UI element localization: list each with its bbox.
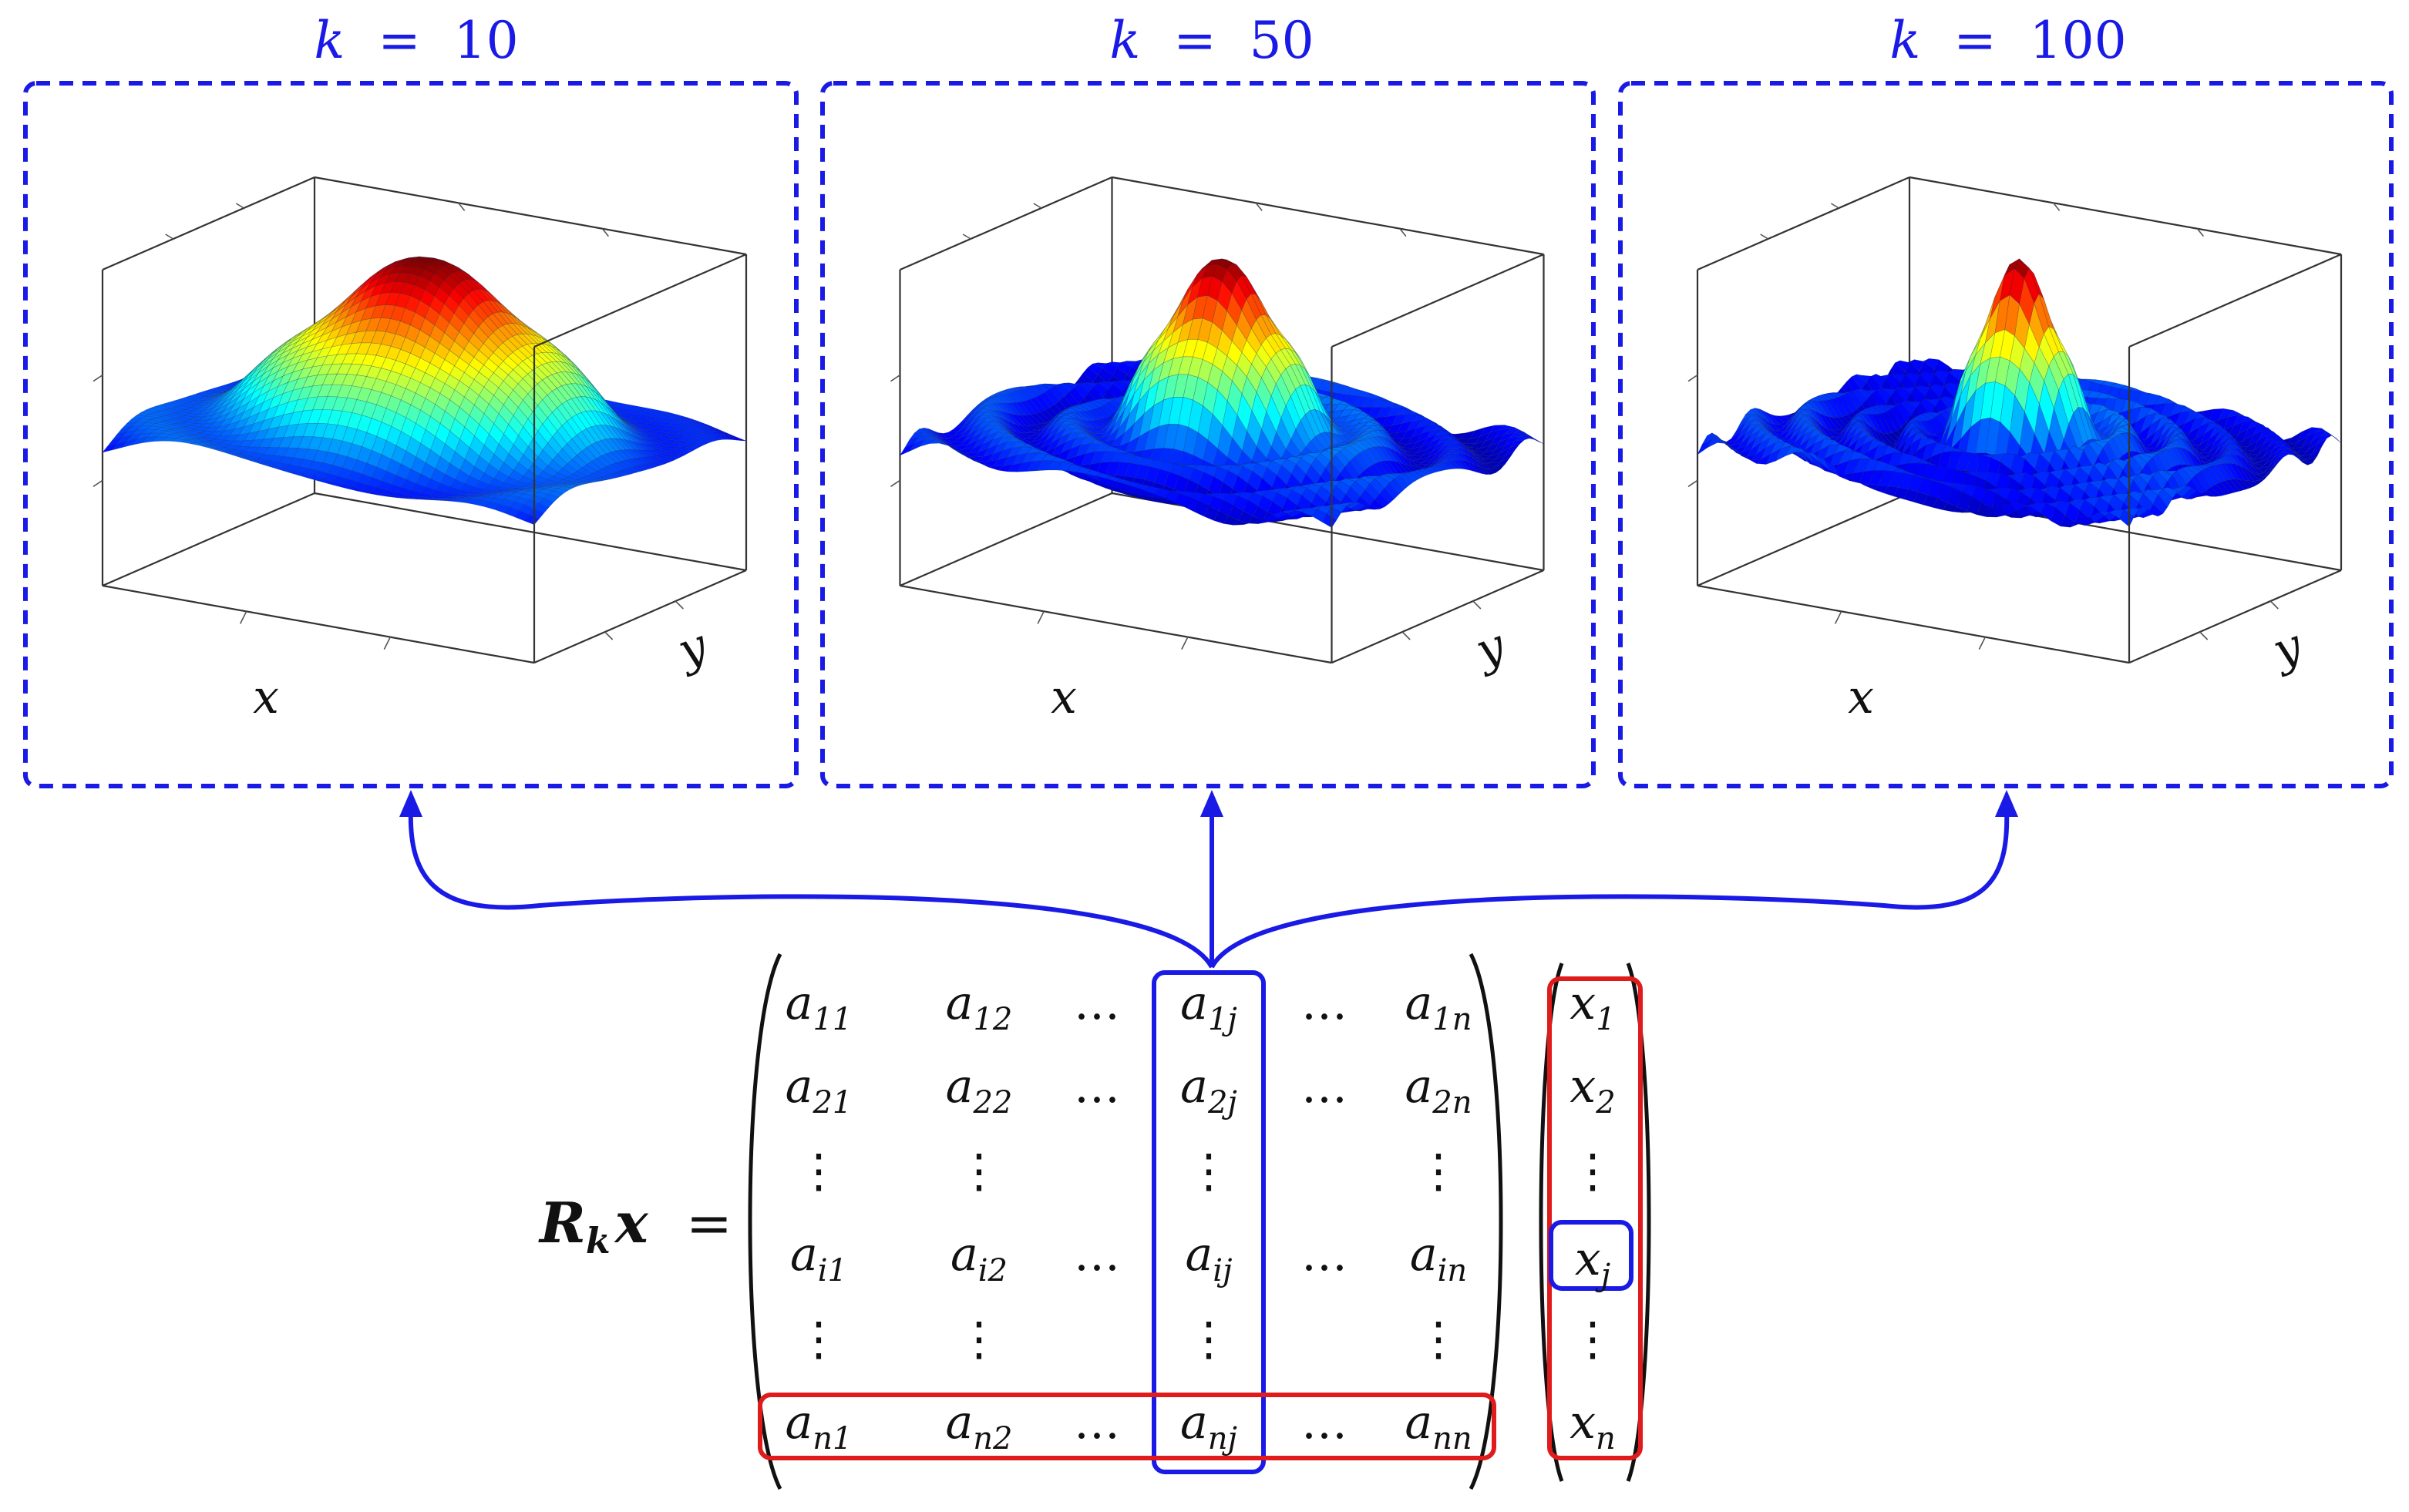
surface-facet: [726, 435, 742, 442]
panel-title-2: k = 50: [1109, 11, 1314, 70]
panel-title-1-value: 10: [454, 11, 519, 70]
axis-tick: [890, 479, 900, 487]
panel-title-3-eq: =: [1953, 11, 1996, 70]
axis-edge: [1697, 176, 1910, 271]
surface-facet: [644, 462, 661, 468]
panel-title-3-k: k: [1889, 11, 1920, 70]
surface-facet: [668, 454, 685, 459]
axis-edge: [900, 584, 1332, 664]
axis-edge: [533, 569, 747, 664]
axis-tick: [239, 610, 247, 624]
panel-title-3-value: 100: [2030, 11, 2127, 70]
axis-tick: [2269, 600, 2279, 610]
axis-edge: [900, 492, 1112, 587]
axis-tick: [383, 637, 392, 650]
surface-facet: [722, 435, 737, 441]
panel-title-3: k = 100: [1889, 11, 2126, 70]
axis-edge: [1697, 492, 1910, 587]
axis-tick: [1760, 234, 1769, 240]
panel-title-1-k: k: [314, 11, 345, 70]
axis-edge: [1331, 569, 1544, 664]
panel-title-2-value: 50: [1250, 11, 1314, 70]
surface-mesh: [899, 258, 1544, 529]
axis-tick: [890, 375, 900, 382]
axis-edge: [102, 176, 315, 271]
axis-edge: [533, 253, 747, 348]
axis-tick: [1401, 631, 1411, 640]
axis-tick: [235, 203, 244, 209]
axis-edge: [1112, 176, 1544, 256]
axis-tick: [165, 234, 174, 240]
surface-plot-1: [93, 176, 748, 664]
axis-tick: [1687, 375, 1698, 382]
surface-facet: [682, 446, 699, 451]
axis-tick: [601, 228, 609, 237]
axis-edge: [900, 176, 1112, 271]
surface-facet: [692, 441, 709, 446]
axis-edge: [1697, 584, 2130, 664]
panel-title-2-k: k: [1109, 11, 1140, 70]
axis-tick: [1472, 600, 1482, 610]
axis-edge: [102, 584, 535, 664]
axis-tick: [458, 202, 466, 211]
axis-edge: [1331, 253, 1544, 348]
surface-mesh: [102, 256, 747, 526]
axis-edge: [1909, 176, 2342, 256]
axis-edge: [2128, 569, 2342, 664]
axis-tick: [1687, 479, 1698, 487]
panel-title-1-eq: =: [378, 11, 420, 70]
surface-facet: [697, 438, 714, 444]
axis-edge-hidden: [900, 270, 1332, 347]
axis-edge: [314, 176, 747, 256]
axis-tick: [93, 375, 103, 382]
panel-title-1: k = 10: [314, 11, 518, 70]
axis-tick: [1978, 637, 1987, 650]
axis-tick: [962, 234, 971, 240]
panel-frame-2: [820, 81, 1596, 788]
axis-tick: [1033, 203, 1042, 209]
axis-tick: [2199, 631, 2209, 640]
axis-tick: [675, 600, 684, 610]
surface-facet: [610, 472, 627, 477]
axis-edge: [102, 492, 315, 587]
surface-mesh: [1697, 258, 2342, 528]
axis-edge: [314, 492, 747, 572]
axis-tick: [1830, 203, 1839, 209]
surface-facet: [664, 456, 680, 461]
panel-frame-1: [23, 81, 799, 788]
axis-tick: [1834, 610, 1842, 624]
surface-plot-3: [1687, 176, 2343, 664]
axis-tick: [1037, 610, 1045, 624]
axis-tick: [604, 631, 614, 640]
panel-frame-3: [1618, 81, 2394, 788]
surface-plot-2: [890, 176, 1545, 664]
axis-tick: [1181, 637, 1189, 650]
axis-tick: [93, 479, 103, 487]
panel-title-2-eq: =: [1173, 11, 1216, 70]
